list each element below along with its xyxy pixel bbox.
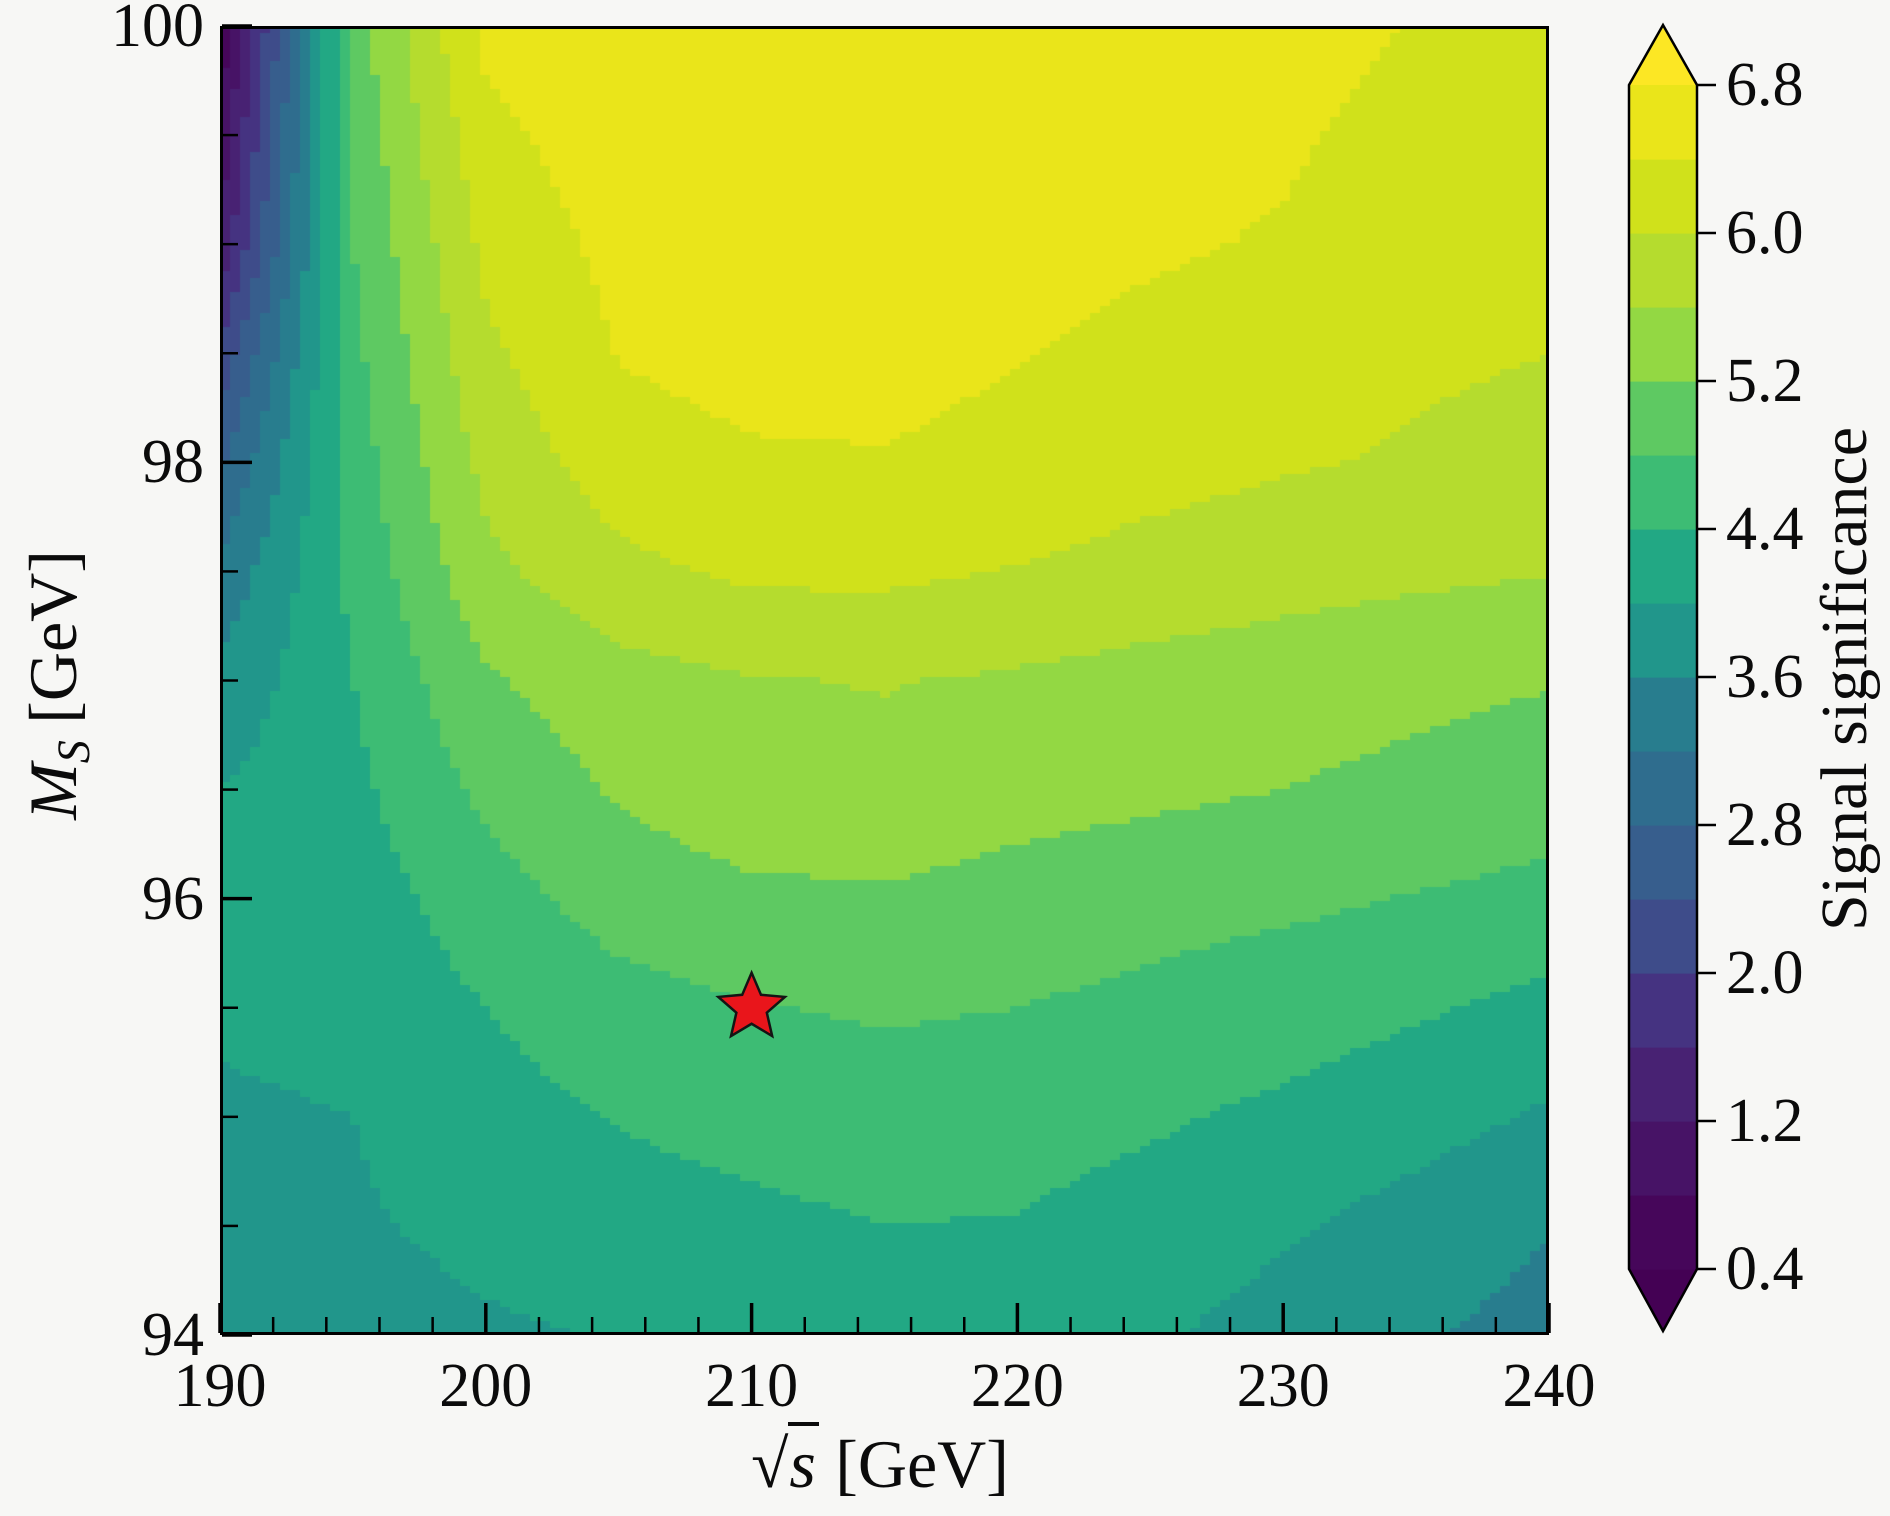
colorbar-band xyxy=(1629,455,1697,530)
colorbar-label: Signal significance xyxy=(1808,426,1881,932)
colorbar-tick-label: 4.4 xyxy=(1726,495,1804,563)
plot-frame-and-ticks xyxy=(218,24,1551,1337)
colorbar-tick-label: 0.4 xyxy=(1726,1235,1804,1303)
x-axis-label: √s [GeV] xyxy=(580,1422,1180,1510)
colorbar-band xyxy=(1629,603,1697,678)
colorbar-band xyxy=(1629,677,1697,752)
colorbar-band xyxy=(1629,233,1697,308)
colorbar-band xyxy=(1629,973,1697,1048)
plot-frame xyxy=(220,26,1549,1335)
colorbar-band xyxy=(1629,529,1697,604)
colorbar-tick-label: 6.0 xyxy=(1726,199,1804,267)
colorbar-band xyxy=(1629,85,1697,160)
y-tick-label: 98 xyxy=(142,428,204,497)
x-tick-label: 220 xyxy=(970,1352,1064,1420)
y-tick-label: 100 xyxy=(111,0,204,60)
sqrt-radical-glyph: √ xyxy=(751,1426,789,1502)
colorbar-band xyxy=(1629,159,1697,234)
x-tick-label: 240 xyxy=(1502,1352,1596,1420)
colorbar-band xyxy=(1629,381,1697,456)
x-tick-label: 210 xyxy=(705,1352,799,1420)
colorbar-tick-label: 1.2 xyxy=(1726,1087,1804,1155)
y-tick-label: 94 xyxy=(142,1301,204,1369)
colorbar-under-arrow xyxy=(1629,1269,1697,1331)
colorbar-band xyxy=(1629,825,1697,900)
contour-heatmap xyxy=(220,26,1549,1335)
colorbar-band xyxy=(1629,751,1697,826)
colorbar-tick-label: 3.6 xyxy=(1726,643,1804,711)
colorbar-over-arrow xyxy=(1629,25,1697,85)
x-tick-label: 200 xyxy=(439,1352,533,1420)
colorbar-band xyxy=(1629,1195,1697,1270)
colorbar-tick-label: 5.2 xyxy=(1726,347,1804,415)
x-tick-label: 230 xyxy=(1236,1352,1330,1420)
colorbar-band xyxy=(1629,1121,1697,1196)
x-axis-symbol: s xyxy=(788,1422,819,1502)
colorbar-band xyxy=(1629,1047,1697,1122)
x-axis-unit: [GeV] xyxy=(835,1426,1009,1502)
colorbar-band xyxy=(1629,307,1697,382)
colorbar-tick-label: 6.8 xyxy=(1726,51,1804,119)
y-tick-label: 96 xyxy=(142,864,204,933)
colorbar-tick-label: 2.0 xyxy=(1726,939,1804,1007)
colorbar-band xyxy=(1629,899,1697,974)
colorbar-tick-label: 2.8 xyxy=(1726,791,1804,859)
x-tick-label: 190 xyxy=(173,1352,267,1420)
